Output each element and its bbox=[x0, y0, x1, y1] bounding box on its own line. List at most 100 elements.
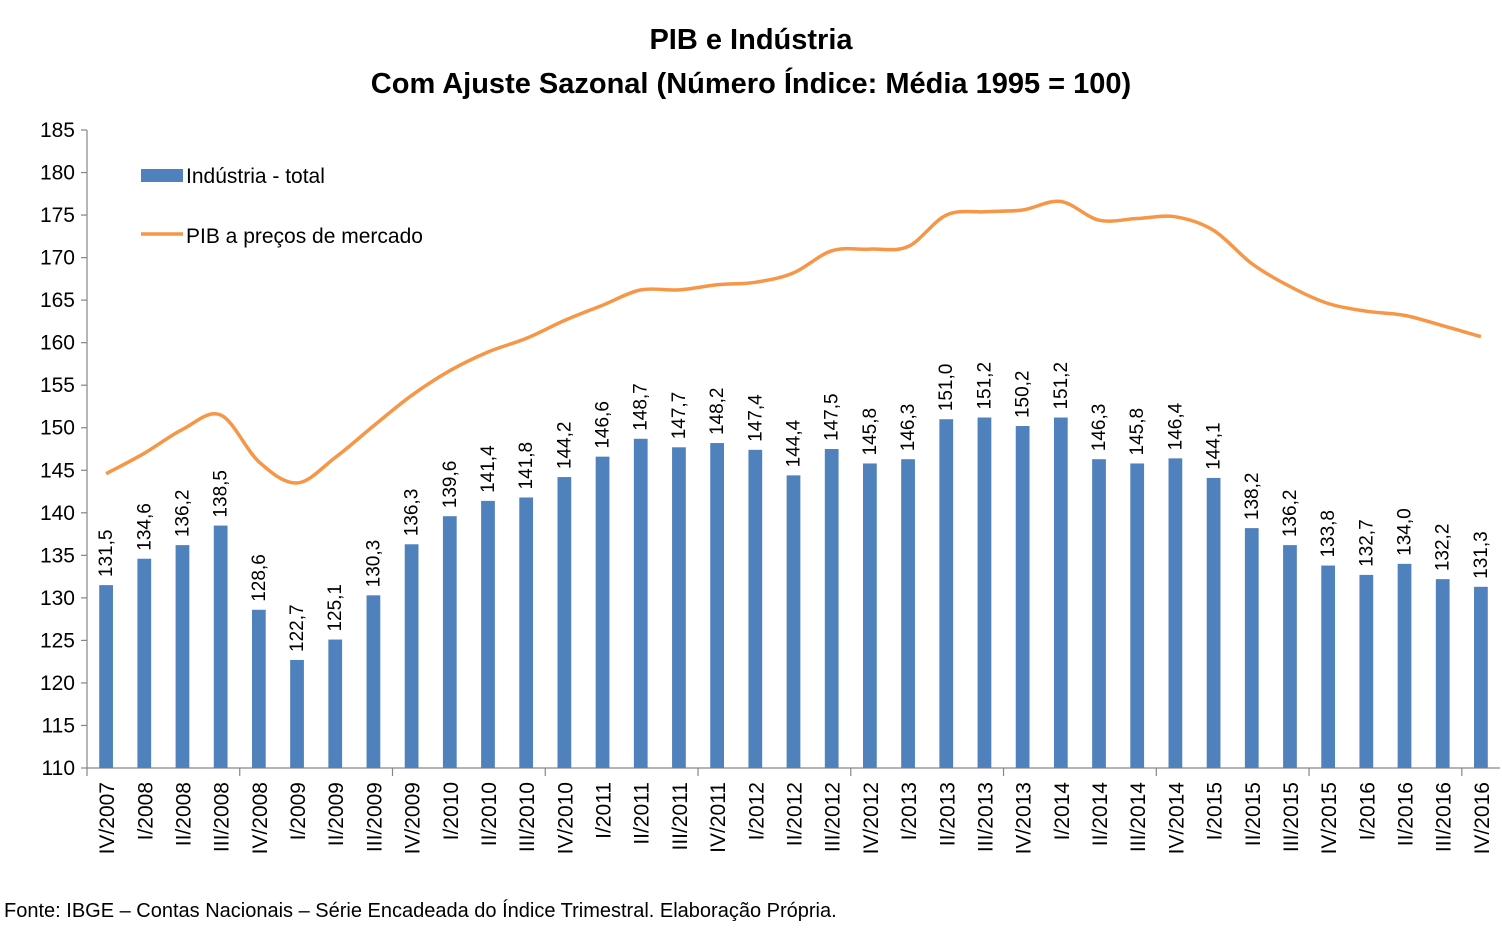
bar-industria bbox=[442, 516, 457, 768]
x-tick-label: II/2010 bbox=[478, 782, 501, 846]
x-tick-label: III/2015 bbox=[1280, 782, 1303, 852]
chart-title: PIB e Indústria bbox=[649, 24, 853, 56]
x-tick-label: I/2016 bbox=[1356, 782, 1379, 840]
bar-industria bbox=[557, 477, 572, 768]
bar-data-label: 144,2 bbox=[554, 422, 575, 470]
y-tick-label: 155 bbox=[40, 374, 75, 397]
x-tick-label: III/2011 bbox=[669, 782, 692, 851]
y-tick-label: 145 bbox=[40, 459, 75, 482]
bar-data-labels: 131,5 134,6 136,2 138,5 128,6 122,7 125,1 130,3… bbox=[96, 362, 1492, 652]
x-tick-label: IV/2010 bbox=[554, 782, 577, 854]
legend-swatch-industria bbox=[141, 169, 183, 182]
bar-industria bbox=[1053, 417, 1068, 768]
bar-industria bbox=[519, 497, 534, 768]
x-tick-label: III/2009 bbox=[363, 782, 386, 852]
bar-data-label: 141,8 bbox=[516, 442, 537, 490]
bar-data-label: 136,2 bbox=[172, 490, 193, 538]
bar-data-label: 138,2 bbox=[1242, 473, 1263, 521]
bar-industria bbox=[137, 558, 152, 768]
bar-industria bbox=[481, 500, 495, 768]
bar-data-label: 150,2 bbox=[1013, 370, 1034, 418]
x-tick-label: III/2008 bbox=[211, 782, 234, 852]
x-tick-label: IV/2015 bbox=[1318, 782, 1341, 854]
bar-data-label: 131,5 bbox=[96, 530, 117, 578]
bar-industria bbox=[99, 585, 113, 768]
y-tick-label: 115 bbox=[42, 714, 75, 737]
bar-industria bbox=[1435, 579, 1450, 768]
x-tick-label: I/2011 bbox=[593, 782, 616, 839]
legend-label-industria: Indústria - total bbox=[186, 165, 325, 188]
x-tick-label: III/2013 bbox=[974, 782, 997, 852]
bar-industria bbox=[1359, 574, 1374, 768]
y-tick-label: 130 bbox=[40, 587, 75, 610]
y-tick-label: 165 bbox=[40, 289, 75, 312]
x-tick-label: II/2016 bbox=[1395, 782, 1418, 846]
source-note: Fonte: IBGE – Contas Nacionais – Série E… bbox=[4, 900, 837, 922]
y-tick-label: 110 bbox=[42, 757, 75, 780]
bar-data-label: 151,0 bbox=[936, 364, 957, 412]
line-series-pib bbox=[105, 199, 1482, 485]
bar-industria bbox=[1244, 528, 1259, 768]
y-tick-label: 170 bbox=[40, 247, 75, 270]
bar-industria bbox=[1206, 477, 1221, 768]
y-axis-labels: 110 115 120 125 130 135 140 145 150 155 160 165 170 1… bbox=[40, 119, 75, 780]
x-tick-label: II/2014 bbox=[1089, 782, 1112, 847]
bar-industria bbox=[786, 475, 801, 768]
bar-industria bbox=[1321, 565, 1336, 768]
bar-data-label: 122,7 bbox=[287, 604, 308, 652]
bar-data-label: 151,2 bbox=[1051, 362, 1072, 410]
x-tick-label: IV/2011 bbox=[707, 782, 730, 853]
x-tick-label: III/2012 bbox=[822, 782, 845, 852]
bar-industria bbox=[328, 639, 343, 768]
bar-data-label: 151,2 bbox=[974, 362, 995, 410]
y-tick-label: 175 bbox=[40, 204, 75, 227]
bar-data-label: 136,2 bbox=[1280, 490, 1301, 538]
bar-data-label: 136,3 bbox=[402, 489, 423, 537]
bar-data-label: 144,1 bbox=[1204, 422, 1225, 470]
bar-data-label: 128,6 bbox=[249, 554, 270, 602]
bars-series-industria bbox=[99, 417, 1488, 768]
x-tick-label: II/2015 bbox=[1242, 782, 1265, 846]
bar-data-label: 134,6 bbox=[134, 503, 155, 551]
bar-industria bbox=[175, 545, 190, 768]
bar-industria bbox=[595, 456, 610, 768]
bar-industria bbox=[977, 417, 992, 768]
x-tick-label: IV/2016 bbox=[1471, 782, 1494, 854]
bar-data-label: 148,7 bbox=[631, 383, 652, 431]
x-tick-label: II/2011 bbox=[631, 782, 654, 845]
bar-industria bbox=[290, 659, 304, 768]
chart-subtitle: Com Ajuste Sazonal (Número Índice: Média… bbox=[370, 68, 1132, 100]
x-tick-label: I/2009 bbox=[287, 782, 310, 840]
x-tick-label: I/2012 bbox=[745, 782, 768, 840]
bar-industria bbox=[748, 449, 763, 768]
bar-industria bbox=[939, 419, 954, 768]
legend-label-pib: PIB a preços de mercado bbox=[186, 225, 423, 248]
bar-data-label: 146,3 bbox=[1089, 404, 1110, 452]
bar-data-label: 139,6 bbox=[440, 461, 461, 509]
y-tick-label: 140 bbox=[40, 502, 75, 525]
x-tick-label: I/2008 bbox=[134, 782, 157, 840]
x-tick-label: I/2010 bbox=[440, 782, 463, 840]
bar-data-label: 125,1 bbox=[325, 584, 346, 632]
x-tick-label: IV/2014 bbox=[1165, 782, 1188, 855]
bar-industria bbox=[1130, 463, 1145, 768]
x-tick-label: I/2014 bbox=[1051, 782, 1074, 841]
bar-industria bbox=[366, 595, 381, 768]
bar-data-label: 145,8 bbox=[1127, 408, 1148, 456]
x-tick-label: IV/2009 bbox=[402, 782, 425, 854]
bar-industria bbox=[1092, 459, 1106, 768]
y-tick-label: 120 bbox=[40, 672, 75, 695]
bar-industria bbox=[1283, 545, 1297, 768]
bar-industria bbox=[1474, 586, 1488, 768]
bar-data-label: 132,7 bbox=[1356, 519, 1377, 567]
y-tick-label: 185 bbox=[40, 119, 75, 142]
bar-data-label: 147,7 bbox=[669, 392, 690, 440]
y-tick-label: 150 bbox=[40, 417, 75, 440]
bar-industria bbox=[404, 544, 419, 768]
bar-industria bbox=[633, 438, 648, 768]
bar-data-label: 133,8 bbox=[1318, 510, 1339, 558]
bar-industria bbox=[824, 449, 839, 768]
x-tick-label: III/2010 bbox=[516, 782, 539, 852]
bar-data-label: 148,2 bbox=[707, 387, 728, 435]
